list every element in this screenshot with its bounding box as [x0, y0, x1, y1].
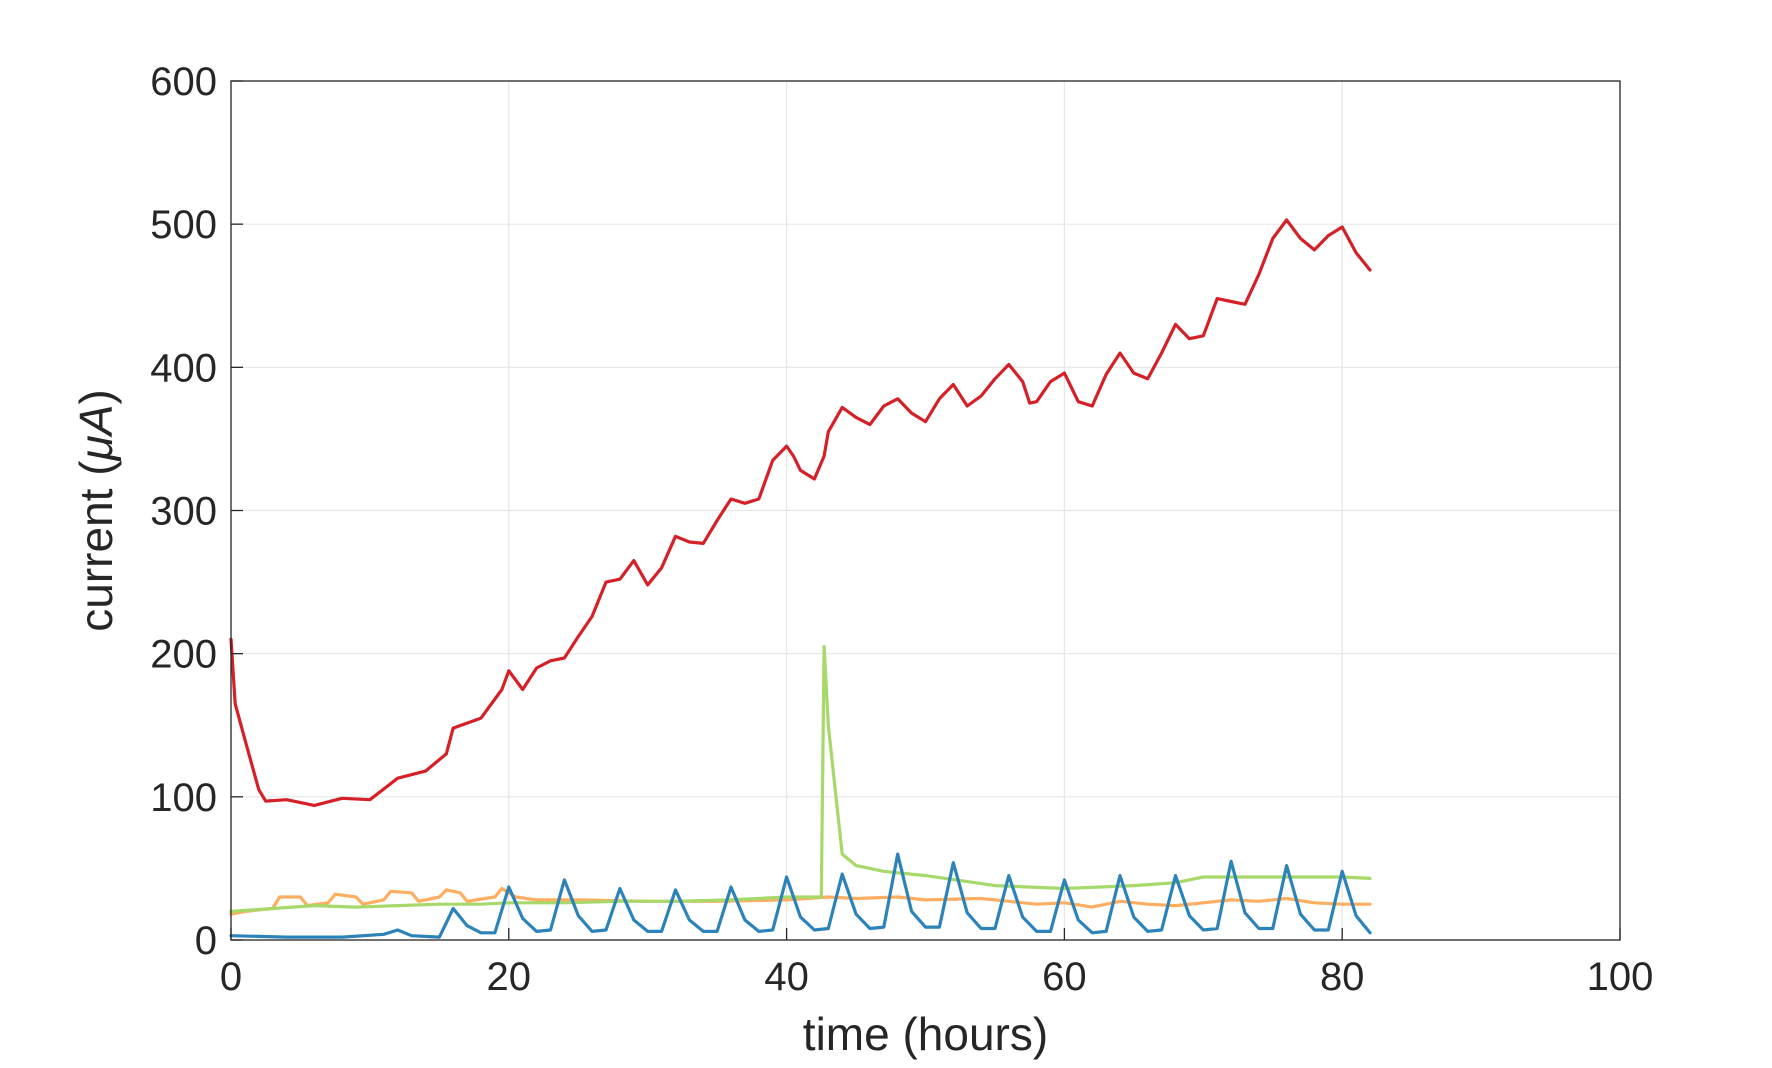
series-line-3	[229, 644, 1372, 914]
tick-layer: 0 20 40 60 80 100 0 100 200 300 400 500 600	[150, 60, 1653, 999]
x-tick-label: 100	[1587, 955, 1654, 999]
y-axis-label-unit: μA	[70, 405, 122, 462]
x-tick-label: 60	[1042, 955, 1087, 999]
y-tick-label: 0	[195, 919, 217, 963]
y-axis-label-text: current (	[70, 460, 122, 632]
x-tick-label: 80	[1320, 955, 1365, 999]
y-tick-label: 100	[150, 776, 217, 820]
grid-lines	[230, 80, 1621, 941]
y-tick-label: 200	[150, 633, 217, 677]
x-tick-label: 20	[487, 955, 532, 999]
y-axis-label: current (μA)	[70, 389, 122, 631]
series-line-4	[229, 852, 1372, 939]
y-axis-label-close: )	[70, 389, 122, 404]
y-tick-label: 300	[150, 490, 217, 534]
y-tick-label: 400	[150, 346, 217, 390]
series-layer	[229, 218, 1372, 939]
x-tick-label: 40	[764, 955, 809, 999]
x-tick-label: 0	[220, 955, 242, 999]
series-line-2	[229, 886, 1372, 916]
y-tick-label: 600	[150, 60, 217, 104]
series-line-1	[229, 218, 1372, 808]
y-tick-label: 500	[150, 203, 217, 247]
x-axis-label: time (hours)	[803, 1008, 1048, 1060]
